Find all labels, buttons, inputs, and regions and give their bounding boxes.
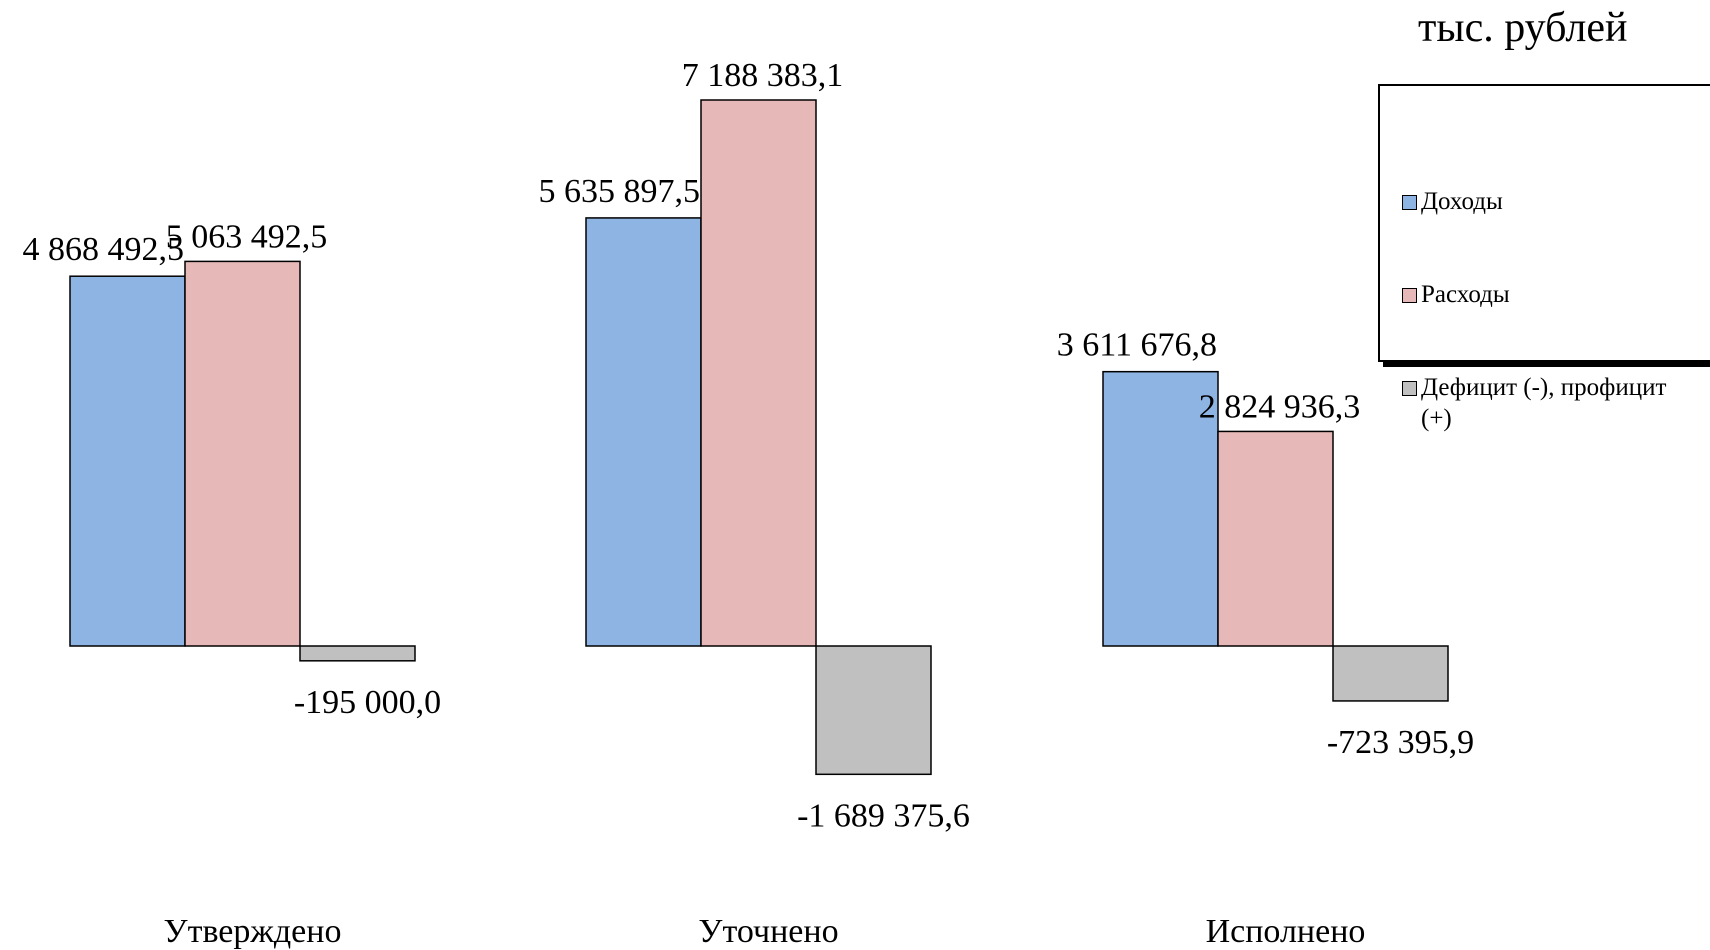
bar-deficit-executed — [1332, 645, 1449, 702]
bar-deficit-refined — [815, 645, 932, 776]
legend-item-expenses: Расходы — [1402, 279, 1702, 310]
category-labels-group: Утверждено Уточнено Исполнено — [164, 913, 1366, 950]
legend-item-deficit: Дефицит (-), профицит (+) — [1402, 372, 1702, 434]
value-label-income-executed: 3 611 676,8 — [1057, 327, 1217, 364]
category-label-refined: Уточнено — [698, 913, 838, 950]
legend-item-income: Доходы — [1402, 186, 1702, 217]
bar-income-refined — [585, 217, 702, 647]
value-label-income-refined: 5 635 897,5 — [539, 173, 701, 210]
bar-income-approved — [69, 275, 186, 647]
legend-swatch-income — [1402, 195, 1417, 210]
legend-label-deficit: Дефицит (-), профицит (+) — [1421, 374, 1667, 432]
bar-income-executed — [1102, 370, 1219, 647]
legend: Доходы Расходы Дефицит (-), профицит (+) — [1378, 84, 1710, 432]
value-label-expenses-executed: 2 824 936,3 — [1199, 388, 1361, 425]
category-label-executed: Исполнено — [1206, 913, 1366, 950]
value-label-deficit-approved: -195 000,0 — [294, 684, 441, 721]
value-label-income-approved: 4 868 492,5 — [23, 231, 185, 268]
value-label-expenses-approved: 5 063 492,5 — [166, 218, 328, 255]
bar-expenses-refined — [700, 99, 817, 647]
category-label-approved: Утверждено — [164, 913, 342, 950]
value-labels-group: 4 868 492,55 063 492,5 -195 000,0 5 635 89… — [23, 57, 1475, 834]
legend-label-expenses: Расходы — [1421, 281, 1510, 308]
value-label-deficit-executed: -723 395,9 — [1327, 724, 1474, 761]
unit-label: тыс. рублей — [1418, 5, 1628, 51]
value-label-expenses-refined: 7 188 383,1 — [682, 57, 844, 94]
bar-expenses-approved — [184, 260, 301, 647]
bar-deficit-approved — [299, 645, 416, 662]
legend-swatch-deficit — [1402, 381, 1417, 396]
bar-expenses-executed — [1217, 430, 1334, 647]
value-label-deficit-refined: -1 689 375,6 — [797, 797, 970, 834]
legend-label-income: Доходы — [1421, 188, 1503, 215]
legend-swatch-expenses — [1402, 288, 1417, 303]
bars-group — [69, 99, 1449, 776]
